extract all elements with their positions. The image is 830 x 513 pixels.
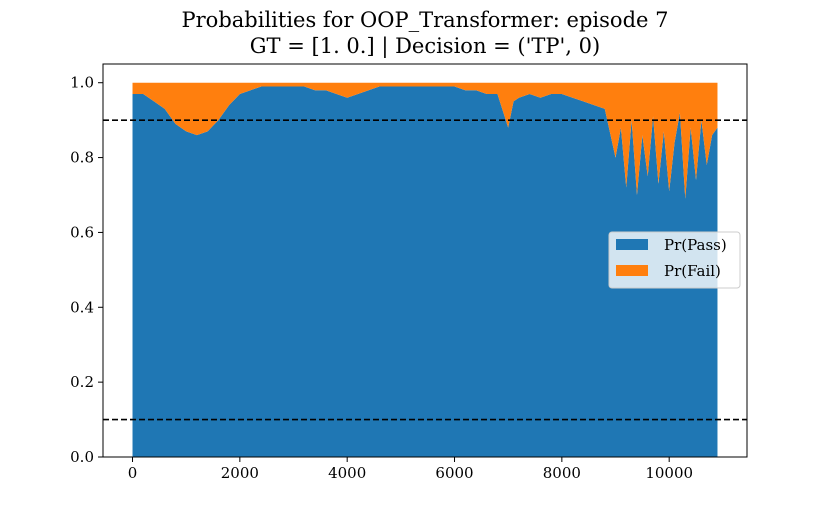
- area-fail: [132, 82, 718, 199]
- x-tick-label: 6000: [435, 464, 473, 482]
- x-tick-label: 0: [128, 464, 138, 482]
- y-tick-label: 0.8: [70, 149, 94, 167]
- legend-swatch-fail: [616, 265, 648, 276]
- y-tick-label: 0.0: [70, 448, 94, 466]
- y-axis: 0.0 0.2 0.4 0.6 0.8 1.0: [70, 74, 103, 466]
- y-tick-label: 0.4: [70, 298, 94, 316]
- y-tick-label: 0.2: [70, 373, 94, 391]
- chart-title: Probabilities for OOP_Transformer: episo…: [182, 8, 669, 32]
- legend-swatch-pass: [616, 239, 648, 250]
- threshold-layer: [103, 119, 747, 421]
- x-tick-label: 10000: [645, 464, 693, 482]
- legend: Pr(Pass) Pr(Fail): [608, 231, 741, 289]
- x-tick-label: 8000: [543, 464, 581, 482]
- plot-frame: [102, 63, 748, 458]
- x-tick-label: 2000: [221, 464, 259, 482]
- y-tick-label: 0.6: [70, 223, 94, 241]
- x-tick-label: 4000: [328, 464, 366, 482]
- area-pass: [132, 86, 718, 458]
- y-tick-label: 1.0: [70, 74, 94, 92]
- x-axis: 0 2000 4000 6000 8000 10000: [128, 457, 693, 482]
- chart-subtitle: GT = [1. 0.] | Decision = ('TP', 0): [250, 34, 600, 59]
- legend-label-pass: Pr(Pass): [664, 236, 727, 254]
- legend-label-fail: Pr(Fail): [664, 262, 721, 280]
- area-layer: [132, 82, 718, 458]
